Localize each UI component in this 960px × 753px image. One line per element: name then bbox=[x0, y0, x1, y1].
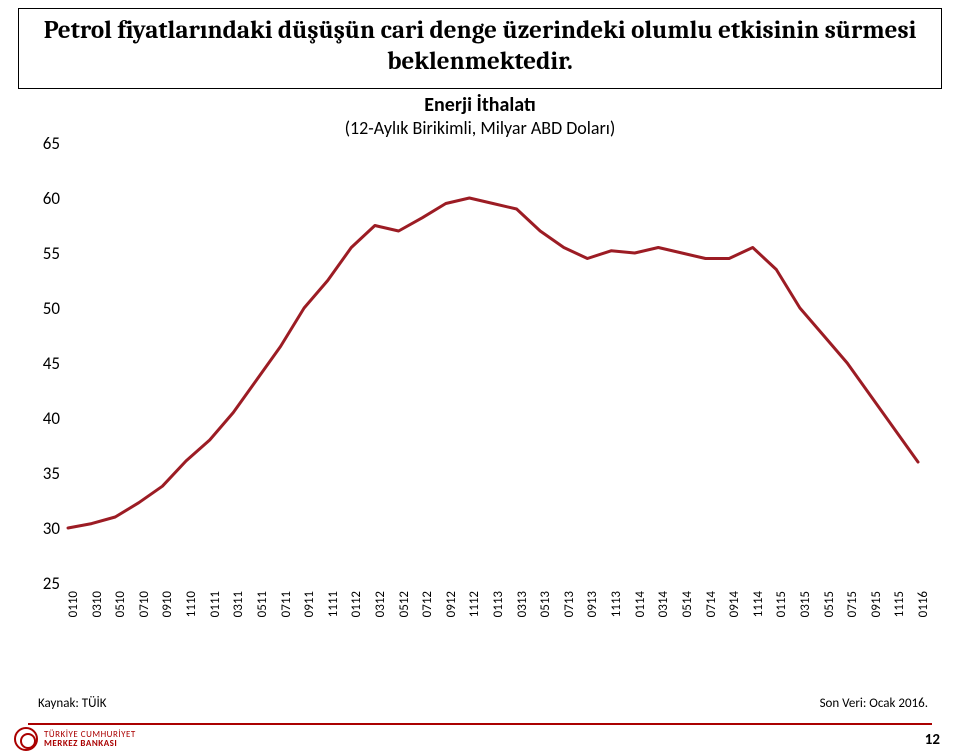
x-axis-tick: 0912 bbox=[444, 591, 459, 631]
logo-icon bbox=[14, 727, 38, 751]
x-axis-tick: 1111 bbox=[326, 591, 341, 631]
chart-titles: Enerji İthalatı (12-Aylık Birikimli, Mil… bbox=[0, 93, 960, 139]
x-axis-tick: 0712 bbox=[420, 591, 435, 631]
org-logo: TÜRKİYE CUMHURİYET MERKEZ BANKASI bbox=[14, 727, 136, 751]
x-axis-tick: 0312 bbox=[373, 591, 388, 631]
chart-line bbox=[28, 143, 928, 593]
x-axis-tick: 0713 bbox=[562, 591, 577, 631]
x-axis-tick: 0915 bbox=[869, 591, 884, 631]
x-axis-tick: 0911 bbox=[302, 591, 317, 631]
x-axis-tick: 0511 bbox=[255, 591, 270, 631]
x-axis-tick: 0710 bbox=[137, 591, 152, 631]
x-axis-tick: 0715 bbox=[845, 591, 860, 631]
x-axis-tick: 0310 bbox=[90, 591, 105, 631]
x-axis-tick: 0514 bbox=[680, 591, 695, 631]
x-axis-tick: 0114 bbox=[633, 591, 648, 631]
footer-divider bbox=[28, 723, 932, 725]
x-axis-tick: 0112 bbox=[349, 591, 364, 631]
x-axis-tick: 0711 bbox=[279, 591, 294, 631]
x-axis-tick: 1113 bbox=[609, 591, 624, 631]
slide-title: Petrol fiyatlarındaki düşüşün cari denge… bbox=[29, 15, 931, 78]
x-axis-tick: 0315 bbox=[798, 591, 813, 631]
x-axis-tick: 1115 bbox=[892, 591, 907, 631]
x-axis-tick: 1110 bbox=[184, 591, 199, 631]
x-axis-tick: 1114 bbox=[751, 591, 766, 631]
x-axis-tick: 0313 bbox=[515, 591, 530, 631]
x-axis-tick: 0714 bbox=[704, 591, 719, 631]
chart-title: Enerji İthalatı bbox=[0, 93, 960, 117]
x-axis-tick: 0510 bbox=[113, 591, 128, 631]
x-axis-tick: 0115 bbox=[774, 591, 789, 631]
x-axis-tick: 0513 bbox=[538, 591, 553, 631]
org-name: TÜRKİYE CUMHURİYET MERKEZ BANKASI bbox=[44, 730, 136, 749]
x-axis-tick: 0116 bbox=[916, 591, 931, 631]
x-axis-tick: 0111 bbox=[208, 591, 223, 631]
x-axis-tick: 0314 bbox=[656, 591, 671, 631]
x-axis-tick: 0512 bbox=[397, 591, 412, 631]
x-axis-tick: 0113 bbox=[491, 591, 506, 631]
x-axis-tick: 0311 bbox=[231, 591, 246, 631]
line-chart: 2530354045505560650110031005100710091011… bbox=[28, 143, 932, 643]
page-number: 12 bbox=[925, 731, 940, 749]
slide-title-box: Petrol fiyatlarındaki düşüşün cari denge… bbox=[18, 8, 942, 89]
x-axis-tick: 0914 bbox=[727, 591, 742, 631]
last-data-label: Son Veri: Ocak 2016. bbox=[820, 696, 928, 711]
x-axis-tick: 0515 bbox=[822, 591, 837, 631]
x-axis-tick: 0110 bbox=[66, 591, 81, 631]
x-axis-tick: 0910 bbox=[160, 591, 175, 631]
chart-subtitle: (12-Aylık Birikimli, Milyar ABD Doları) bbox=[0, 117, 960, 139]
source-label: Kaynak: TÜİK bbox=[38, 696, 107, 711]
slide-footer: TÜRKİYE CUMHURİYET MERKEZ BANKASI 12 bbox=[0, 719, 960, 753]
x-axis-tick: 0913 bbox=[585, 591, 600, 631]
x-axis-tick: 1112 bbox=[467, 591, 482, 631]
